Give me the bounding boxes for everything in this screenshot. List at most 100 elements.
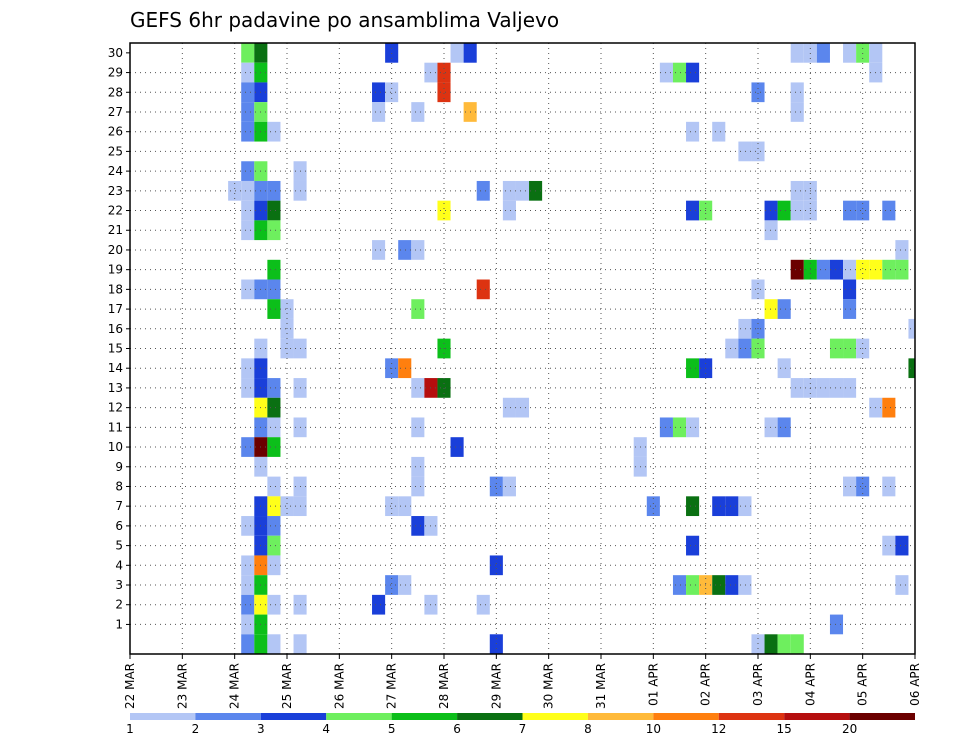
heatmap-cell bbox=[829, 259, 844, 280]
legend-label: 2 bbox=[192, 722, 200, 736]
legend-swatch bbox=[718, 713, 785, 720]
y-tick-label: 14 bbox=[108, 361, 123, 375]
heatmap-cell bbox=[476, 594, 490, 615]
y-tick-label: 6 bbox=[115, 519, 123, 533]
heatmap-cell bbox=[411, 456, 425, 477]
heatmap-cell bbox=[267, 496, 281, 517]
heatmap-cell bbox=[751, 279, 765, 300]
heatmap-cell bbox=[293, 634, 307, 654]
heatmap-cell bbox=[672, 62, 687, 83]
heatmap-cell bbox=[882, 259, 896, 280]
heatmap-cell bbox=[267, 397, 281, 418]
heatmap-cell bbox=[241, 378, 255, 398]
color-legend: 1 2 3 4 5 6 7 8 10 12 15 20 bbox=[126, 713, 915, 736]
legend-swatch bbox=[260, 713, 327, 720]
heatmap-cell bbox=[790, 82, 804, 103]
y-tick-label: 3 bbox=[115, 578, 123, 592]
y-tick-label: 12 bbox=[108, 401, 123, 415]
heatmap-cell bbox=[816, 259, 830, 280]
heatmap-cell bbox=[777, 200, 791, 221]
heatmap-cell bbox=[738, 575, 752, 595]
heatmap-cell bbox=[686, 496, 700, 517]
heatmap-cell bbox=[411, 378, 425, 398]
heatmap-cell bbox=[672, 575, 687, 595]
heatmap-cell bbox=[843, 200, 857, 221]
heatmap-cell bbox=[476, 279, 490, 300]
heatmap-cell bbox=[908, 358, 915, 379]
heatmap-cell bbox=[241, 437, 255, 457]
heatmap-cell bbox=[450, 437, 464, 457]
x-tick-label: 04 APR bbox=[803, 663, 817, 706]
heatmap-cell bbox=[790, 102, 804, 122]
heatmap-cell bbox=[816, 378, 830, 398]
heatmap-cell bbox=[241, 43, 255, 63]
heatmap-cell bbox=[659, 417, 673, 438]
heatmap-cell bbox=[869, 43, 883, 63]
heatmap-cell bbox=[267, 200, 281, 221]
heatmap-cell bbox=[241, 62, 255, 83]
heatmap-cell bbox=[816, 43, 830, 63]
y-tick-label: 26 bbox=[108, 125, 123, 139]
heatmap-cell bbox=[856, 476, 870, 497]
heatmap-cell bbox=[267, 516, 281, 536]
heatmap-cell bbox=[895, 259, 909, 280]
heatmap-cell bbox=[843, 299, 857, 319]
heatmap-cell bbox=[267, 594, 281, 615]
heatmap-cell bbox=[908, 318, 915, 339]
heatmap-cell bbox=[672, 417, 687, 438]
x-tick-label: 25 MAR bbox=[280, 663, 294, 709]
heatmap-cell bbox=[764, 299, 778, 319]
heatmap-cell bbox=[241, 180, 255, 201]
heatmap-cell bbox=[502, 476, 516, 497]
legend-swatch bbox=[784, 713, 850, 720]
legend-swatch bbox=[849, 713, 915, 720]
x-tick-label: 23 MAR bbox=[175, 663, 189, 709]
heatmap-cell bbox=[241, 614, 255, 635]
heatmap-cell bbox=[895, 575, 909, 595]
heatmap-cell bbox=[751, 141, 765, 162]
heatmap-cell bbox=[241, 220, 255, 241]
heatmap-cell bbox=[241, 358, 255, 379]
y-tick-label: 16 bbox=[108, 322, 123, 336]
heatmap-cell bbox=[398, 358, 412, 379]
heatmap-cell bbox=[411, 102, 425, 122]
y-tick-label: 27 bbox=[108, 105, 123, 119]
y-tick-label: 23 bbox=[108, 184, 123, 198]
x-tick-label: 22 MAR bbox=[123, 663, 137, 709]
heatmap-cell bbox=[738, 496, 752, 517]
heatmap-cell bbox=[856, 259, 870, 280]
x-tick-label: 05 APR bbox=[856, 663, 870, 706]
heatmap-cell bbox=[241, 200, 255, 221]
x-tick-label: 26 MAR bbox=[332, 663, 346, 709]
legend-swatch bbox=[326, 713, 392, 720]
heatmap-cell bbox=[777, 358, 791, 379]
heatmap-cell bbox=[738, 141, 752, 162]
y-tick-label: 2 bbox=[115, 598, 123, 612]
legend-swatch bbox=[195, 713, 261, 720]
x-tick-label: 28 MAR bbox=[437, 663, 451, 709]
x-tick-label: 03 APR bbox=[751, 663, 765, 706]
heatmap-cell bbox=[843, 279, 857, 300]
heatmap-cell bbox=[267, 476, 281, 497]
heatmap-cell bbox=[372, 102, 386, 122]
heatmap-cell bbox=[882, 200, 896, 221]
legend-label: 12 bbox=[711, 722, 726, 736]
heatmap-cell bbox=[385, 43, 399, 63]
heatmap-cell bbox=[267, 220, 281, 241]
heatmap-cell bbox=[267, 535, 281, 556]
y-tick-label: 18 bbox=[108, 282, 123, 296]
heatmap-cell bbox=[764, 417, 778, 438]
heatmap-cell bbox=[398, 240, 412, 260]
heatmap-cell bbox=[489, 555, 503, 576]
heatmap-cell bbox=[254, 43, 268, 63]
heatmap-cell bbox=[241, 82, 255, 103]
heatmap-cell bbox=[489, 476, 503, 497]
heatmap-cell bbox=[280, 496, 294, 517]
x-tick-label: 24 MAR bbox=[228, 663, 242, 709]
legend-swatch bbox=[522, 713, 588, 720]
heatmap-cell bbox=[712, 575, 726, 595]
heatmap-cell bbox=[515, 397, 530, 418]
y-tick-label: 28 bbox=[108, 85, 123, 99]
chart-title: GEFS 6hr padavine po ansamblima Valjevo bbox=[130, 8, 559, 32]
heatmap-cell bbox=[398, 496, 412, 517]
